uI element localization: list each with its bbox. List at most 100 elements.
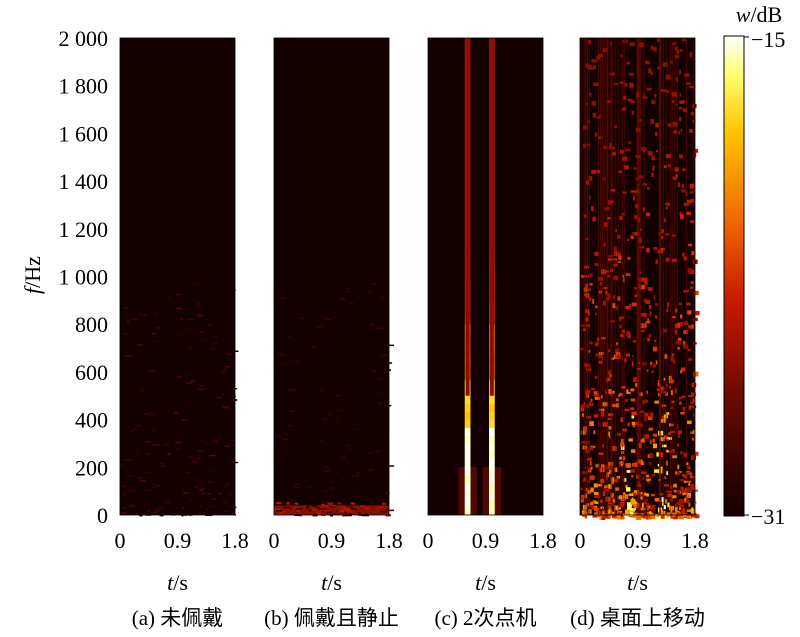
motion-speck [629, 508, 635, 512]
motion-speck [633, 490, 640, 495]
motion-speck [647, 287, 653, 291]
motion-speck [690, 220, 695, 223]
motion-speck [678, 503, 684, 507]
noise-speck [198, 489, 204, 491]
motion-speck [612, 152, 617, 156]
motion-speck [640, 461, 644, 466]
noise-speck [152, 466, 159, 469]
motion-streak [669, 38, 671, 515]
noise-speck [385, 369, 392, 371]
noise-speck [159, 514, 164, 517]
noise-speck [232, 350, 239, 353]
noise-speck [136, 452, 139, 454]
noise-speck [225, 485, 228, 487]
motion-speck [588, 447, 594, 451]
motion-speck [612, 446, 617, 451]
motion-speck [611, 403, 617, 408]
band-speck [286, 502, 290, 505]
noise-speck [376, 378, 383, 380]
noise-speck [144, 440, 151, 443]
motion-speck [606, 514, 611, 519]
noise-speck [362, 458, 367, 460]
motion-speck [659, 436, 665, 442]
band-speck [281, 510, 286, 513]
noise-speck [223, 510, 231, 513]
motion-speck [592, 112, 597, 118]
motion-speck [623, 83, 628, 87]
motion-speck [603, 491, 605, 496]
noise-speck [208, 376, 213, 379]
motion-speck [665, 412, 670, 416]
noise-speck [152, 350, 157, 353]
noise-speck [358, 512, 361, 514]
motion-speck [605, 476, 608, 481]
motion-speck [589, 273, 593, 277]
motion-speck [643, 501, 647, 505]
tap-band-segment [464, 467, 471, 476]
motion-speck [603, 286, 608, 290]
noise-speck [173, 467, 179, 469]
motion-speck [590, 445, 596, 449]
noise-speck [207, 481, 211, 483]
motion-speck [683, 341, 686, 347]
motion-speck [596, 116, 599, 120]
noise-speck [177, 375, 182, 378]
noise-speck [368, 469, 373, 471]
motion-speck [635, 514, 642, 520]
motion-speck [625, 510, 631, 516]
motion-speck [591, 403, 594, 406]
motion-speck [608, 389, 612, 394]
motion-speck [592, 298, 595, 304]
noise-speck [133, 503, 138, 505]
noise-speck [171, 433, 176, 436]
noise-speck [180, 435, 187, 437]
motion-speck [649, 453, 654, 459]
noise-speck [179, 339, 184, 341]
motion-streak [611, 38, 613, 515]
noise-speck [353, 428, 359, 431]
motion-speck [625, 463, 631, 468]
panel-background [274, 38, 389, 515]
motion-speck [675, 514, 679, 519]
motion-speck [644, 416, 648, 422]
motion-speck [588, 469, 592, 473]
motion-speck [661, 229, 665, 233]
noise-speck [174, 441, 182, 444]
motion-streak [623, 38, 625, 515]
motion-speck [615, 229, 618, 232]
motion-speck [591, 59, 595, 63]
noise-speck [187, 318, 194, 321]
motion-speck [651, 155, 655, 161]
motion-speck [618, 170, 623, 173]
noise-speck [353, 474, 358, 477]
noise-speck [140, 513, 144, 515]
motion-speck [634, 231, 639, 236]
motion-speck [623, 494, 629, 499]
noise-speck [314, 449, 317, 451]
noise-speck [328, 489, 335, 491]
motion-speck [646, 186, 650, 190]
motion-speck [649, 511, 652, 514]
motion-speck [594, 375, 598, 379]
motion-speck [654, 303, 659, 306]
motion-speck [631, 415, 635, 419]
motion-speck [580, 404, 585, 409]
y-tick-label: 1 200 [59, 217, 109, 242]
motion-streak [686, 38, 688, 515]
motion-speck [640, 147, 647, 151]
motion-speck [625, 306, 630, 310]
motion-speck [668, 379, 674, 384]
noise-speck [288, 410, 294, 413]
motion-speck [677, 443, 679, 447]
motion-speck [672, 359, 676, 364]
band-speck [339, 509, 345, 512]
noise-speck [198, 388, 205, 390]
motion-speck [588, 505, 594, 508]
motion-speck [594, 414, 598, 418]
tap-band-segment [489, 491, 495, 500]
motion-speck [677, 433, 681, 439]
noise-speck [231, 388, 238, 390]
noise-speck [181, 332, 185, 334]
motion-speck [649, 462, 652, 465]
motion-speck [590, 501, 594, 506]
